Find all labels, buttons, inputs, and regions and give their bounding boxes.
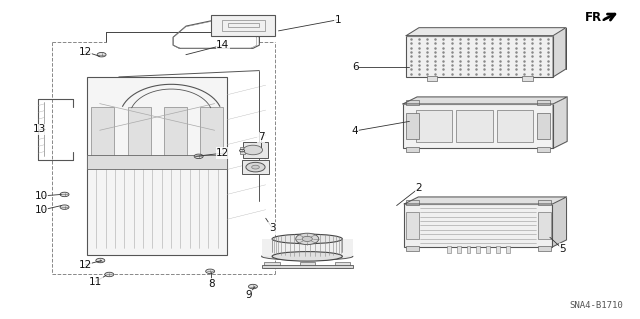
Circle shape bbox=[239, 149, 244, 152]
Bar bbox=[403, 104, 553, 148]
Text: 11: 11 bbox=[88, 277, 102, 287]
Bar bbox=[406, 114, 419, 139]
Ellipse shape bbox=[262, 253, 353, 260]
Bar bbox=[404, 204, 552, 247]
Bar bbox=[262, 239, 353, 256]
Text: 13: 13 bbox=[33, 124, 45, 134]
Bar bbox=[496, 246, 500, 253]
Polygon shape bbox=[406, 28, 566, 36]
Bar bbox=[537, 114, 550, 139]
Bar bbox=[240, 147, 245, 154]
Bar bbox=[127, 107, 150, 157]
Text: 4: 4 bbox=[352, 126, 358, 136]
Polygon shape bbox=[553, 28, 566, 77]
Text: 7: 7 bbox=[258, 132, 264, 142]
Bar bbox=[200, 107, 223, 157]
Text: 10: 10 bbox=[35, 205, 47, 215]
Circle shape bbox=[205, 269, 214, 273]
Circle shape bbox=[60, 205, 69, 209]
Bar bbox=[486, 246, 490, 253]
Bar bbox=[497, 110, 533, 142]
Bar bbox=[164, 107, 187, 157]
Circle shape bbox=[243, 145, 262, 155]
Bar bbox=[211, 15, 275, 36]
Bar bbox=[406, 147, 419, 152]
Circle shape bbox=[296, 233, 319, 245]
Bar bbox=[300, 262, 315, 268]
Bar bbox=[406, 212, 419, 239]
Text: 3: 3 bbox=[269, 223, 275, 233]
Circle shape bbox=[96, 258, 105, 263]
Bar bbox=[92, 107, 115, 157]
Polygon shape bbox=[553, 97, 567, 148]
Bar bbox=[87, 155, 227, 169]
Bar bbox=[335, 262, 350, 268]
Bar bbox=[242, 160, 269, 174]
Circle shape bbox=[97, 52, 106, 57]
Text: 14: 14 bbox=[216, 40, 230, 50]
Text: 12: 12 bbox=[78, 260, 92, 270]
Bar bbox=[406, 36, 553, 77]
Bar bbox=[537, 100, 550, 105]
Text: 1: 1 bbox=[335, 15, 341, 25]
Text: 9: 9 bbox=[245, 290, 252, 300]
Text: 12: 12 bbox=[216, 148, 230, 158]
Text: SNA4-B1710: SNA4-B1710 bbox=[570, 301, 623, 310]
Bar bbox=[538, 212, 550, 239]
Bar bbox=[264, 262, 280, 268]
Bar bbox=[522, 76, 532, 81]
Text: 2: 2 bbox=[415, 183, 422, 193]
Polygon shape bbox=[404, 197, 566, 204]
Circle shape bbox=[248, 284, 257, 289]
Bar bbox=[506, 246, 509, 253]
Text: 8: 8 bbox=[208, 279, 215, 289]
Text: 12: 12 bbox=[78, 47, 92, 56]
Bar bbox=[87, 77, 227, 255]
Bar bbox=[537, 147, 550, 152]
Text: 10: 10 bbox=[35, 191, 47, 201]
Bar bbox=[406, 100, 419, 105]
Bar bbox=[228, 23, 259, 27]
Text: FR.: FR. bbox=[585, 11, 607, 24]
Bar bbox=[456, 110, 493, 142]
Bar bbox=[427, 76, 437, 81]
Polygon shape bbox=[403, 97, 567, 104]
Circle shape bbox=[60, 192, 69, 197]
Text: 6: 6 bbox=[352, 63, 358, 72]
Bar bbox=[416, 110, 452, 142]
Text: 5: 5 bbox=[559, 244, 566, 254]
Bar bbox=[221, 20, 265, 31]
Bar bbox=[243, 142, 268, 158]
Bar bbox=[406, 200, 419, 205]
Ellipse shape bbox=[272, 252, 342, 261]
Bar bbox=[262, 265, 353, 268]
Bar bbox=[447, 246, 451, 253]
Circle shape bbox=[246, 162, 265, 172]
Ellipse shape bbox=[272, 234, 342, 244]
Circle shape bbox=[194, 154, 203, 159]
Bar bbox=[406, 246, 419, 251]
Bar bbox=[457, 246, 461, 253]
Bar bbox=[538, 200, 550, 205]
Polygon shape bbox=[552, 197, 566, 247]
Bar bbox=[467, 246, 470, 253]
Bar bbox=[476, 246, 480, 253]
Circle shape bbox=[252, 165, 259, 169]
Bar bbox=[538, 246, 550, 251]
Circle shape bbox=[302, 236, 312, 241]
Circle shape bbox=[105, 272, 114, 277]
